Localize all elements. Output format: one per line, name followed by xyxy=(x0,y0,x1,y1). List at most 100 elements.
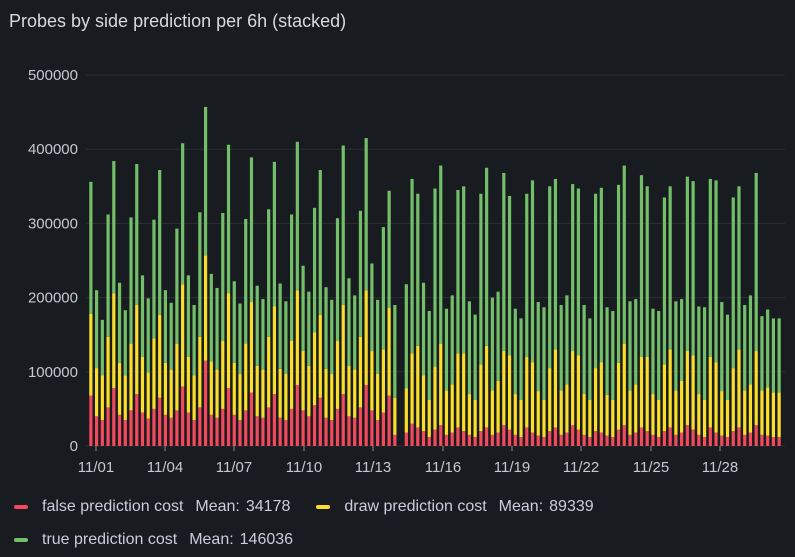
bar-segment-false xyxy=(662,431,667,446)
bar-segment-draw xyxy=(450,384,454,433)
bar-segment-true xyxy=(112,161,116,294)
bar-segment-draw xyxy=(674,390,678,435)
bar-segment-draw xyxy=(639,356,644,428)
legend-mean-label-false: Mean: xyxy=(195,497,240,515)
bar-segment-true xyxy=(622,165,626,344)
bar-segment-true xyxy=(691,181,695,356)
bar-segment-false xyxy=(140,412,145,446)
bar-segment-draw xyxy=(117,362,122,415)
bar-segment-true xyxy=(548,186,552,369)
bar-segment-true xyxy=(381,227,385,350)
bar-segment-true xyxy=(668,186,672,350)
bar-segment-draw xyxy=(112,293,116,389)
bar-segment-false xyxy=(760,434,764,446)
bar-segment-false xyxy=(255,416,259,446)
bar-segment-false xyxy=(404,432,408,446)
bar-segment-draw xyxy=(702,400,707,438)
bar-segment-true xyxy=(743,305,747,391)
y-tick-label: 200000 xyxy=(28,290,78,307)
bar-segment-false xyxy=(181,386,185,446)
bar-segment-draw xyxy=(278,368,282,418)
bar-segment-true xyxy=(490,297,494,391)
bar-segment-false xyxy=(605,435,609,446)
bar-segment-false xyxy=(146,418,150,446)
bar-segment-draw xyxy=(616,362,621,430)
bar-segment-true xyxy=(479,193,483,365)
bar-segment-false xyxy=(421,431,426,446)
bar-segment-draw xyxy=(100,375,104,421)
legend-item-true[interactable]: true prediction cost Mean: 146036 xyxy=(14,531,293,549)
bar-segment-draw xyxy=(89,313,93,396)
bar-segment-true xyxy=(576,188,580,356)
bar-segment-true xyxy=(244,218,248,344)
bar-segment-true xyxy=(421,282,426,376)
bar-segment-false xyxy=(301,410,305,446)
bar-segment-true xyxy=(714,180,718,363)
legend-item-false[interactable]: false prediction cost Mean: 34178 xyxy=(14,498,290,516)
bar-segment-true xyxy=(427,310,431,400)
stacked-bar-chart: 0 100000 200000 300000 400000 500000 11/01 11/0… xyxy=(28,67,785,476)
bar-segment-false xyxy=(387,395,391,446)
bar-segment-false xyxy=(502,425,506,446)
bar-segment-false xyxy=(307,416,311,446)
bar-segment-false xyxy=(559,434,563,446)
bar-segment-true xyxy=(651,308,655,395)
bar-segment-draw xyxy=(295,290,299,386)
bar-segment-false xyxy=(490,434,494,446)
bar-segment-true xyxy=(158,169,162,315)
bar-segment-false xyxy=(112,388,116,446)
x-tick-label: 11/28 xyxy=(702,459,738,476)
bar-segment-true xyxy=(605,307,609,395)
legend-mean-value-true: 146036 xyxy=(239,530,294,548)
bar-segment-false xyxy=(341,394,345,446)
bar-segment-false xyxy=(714,432,718,446)
bar-segment-draw xyxy=(777,392,781,438)
bar-segment-draw xyxy=(680,380,684,433)
bar-segment-false xyxy=(720,435,724,446)
bar-segment-false xyxy=(685,425,689,446)
bar-segment-true xyxy=(393,305,397,398)
bar-segment-false xyxy=(226,388,231,446)
legend-swatch-draw xyxy=(316,504,331,509)
legend-label-true: true prediction cost xyxy=(42,530,178,548)
bar-segment-false xyxy=(611,437,615,446)
bar-segment-true xyxy=(599,187,603,363)
bar-segment-true xyxy=(290,214,294,341)
bar-segment-false xyxy=(462,431,466,446)
bar-segment-draw xyxy=(582,394,586,435)
bar-segment-false xyxy=(123,420,127,446)
bar-segment-false xyxy=(536,435,540,446)
bar-segment-false xyxy=(324,417,328,446)
bar-segment-false xyxy=(290,408,294,446)
bar-segment-draw xyxy=(175,343,179,411)
bar-segment-false xyxy=(364,385,368,446)
bar-segment-false xyxy=(370,410,374,446)
bar-segment-true xyxy=(731,197,735,369)
bar-segment-true xyxy=(473,314,477,400)
bar-segment-true xyxy=(553,178,558,350)
bar-segment-false xyxy=(267,407,271,446)
bar-segment-true xyxy=(312,207,317,333)
bar-segment-false xyxy=(295,385,299,446)
bar-segment-false xyxy=(169,417,173,446)
bar-segment-true xyxy=(226,144,231,294)
legend: false prediction cost Mean: 34178 draw p… xyxy=(14,490,784,556)
bar-segment-false xyxy=(135,394,139,446)
bar-segment-true xyxy=(358,210,363,337)
y-tick-label: 100000 xyxy=(28,364,78,381)
bar-segment-false xyxy=(582,434,586,446)
bar-segment-false xyxy=(507,429,512,446)
bar-segment-draw xyxy=(335,340,340,409)
bar-segment-draw xyxy=(553,349,558,428)
y-tick-label: 300000 xyxy=(28,215,78,232)
bar-segment-true xyxy=(404,284,408,389)
bar-segment-true xyxy=(559,305,563,391)
bar-segment-true xyxy=(347,278,351,366)
bar-segment-draw xyxy=(135,305,139,395)
legend-mean-label-draw: Mean: xyxy=(498,497,544,515)
bar-segment-false xyxy=(209,414,213,446)
bar-segment-draw xyxy=(416,345,420,428)
legend-item-draw[interactable]: draw prediction cost Mean: 89339 xyxy=(316,497,594,516)
bar-segment-true xyxy=(519,318,523,400)
